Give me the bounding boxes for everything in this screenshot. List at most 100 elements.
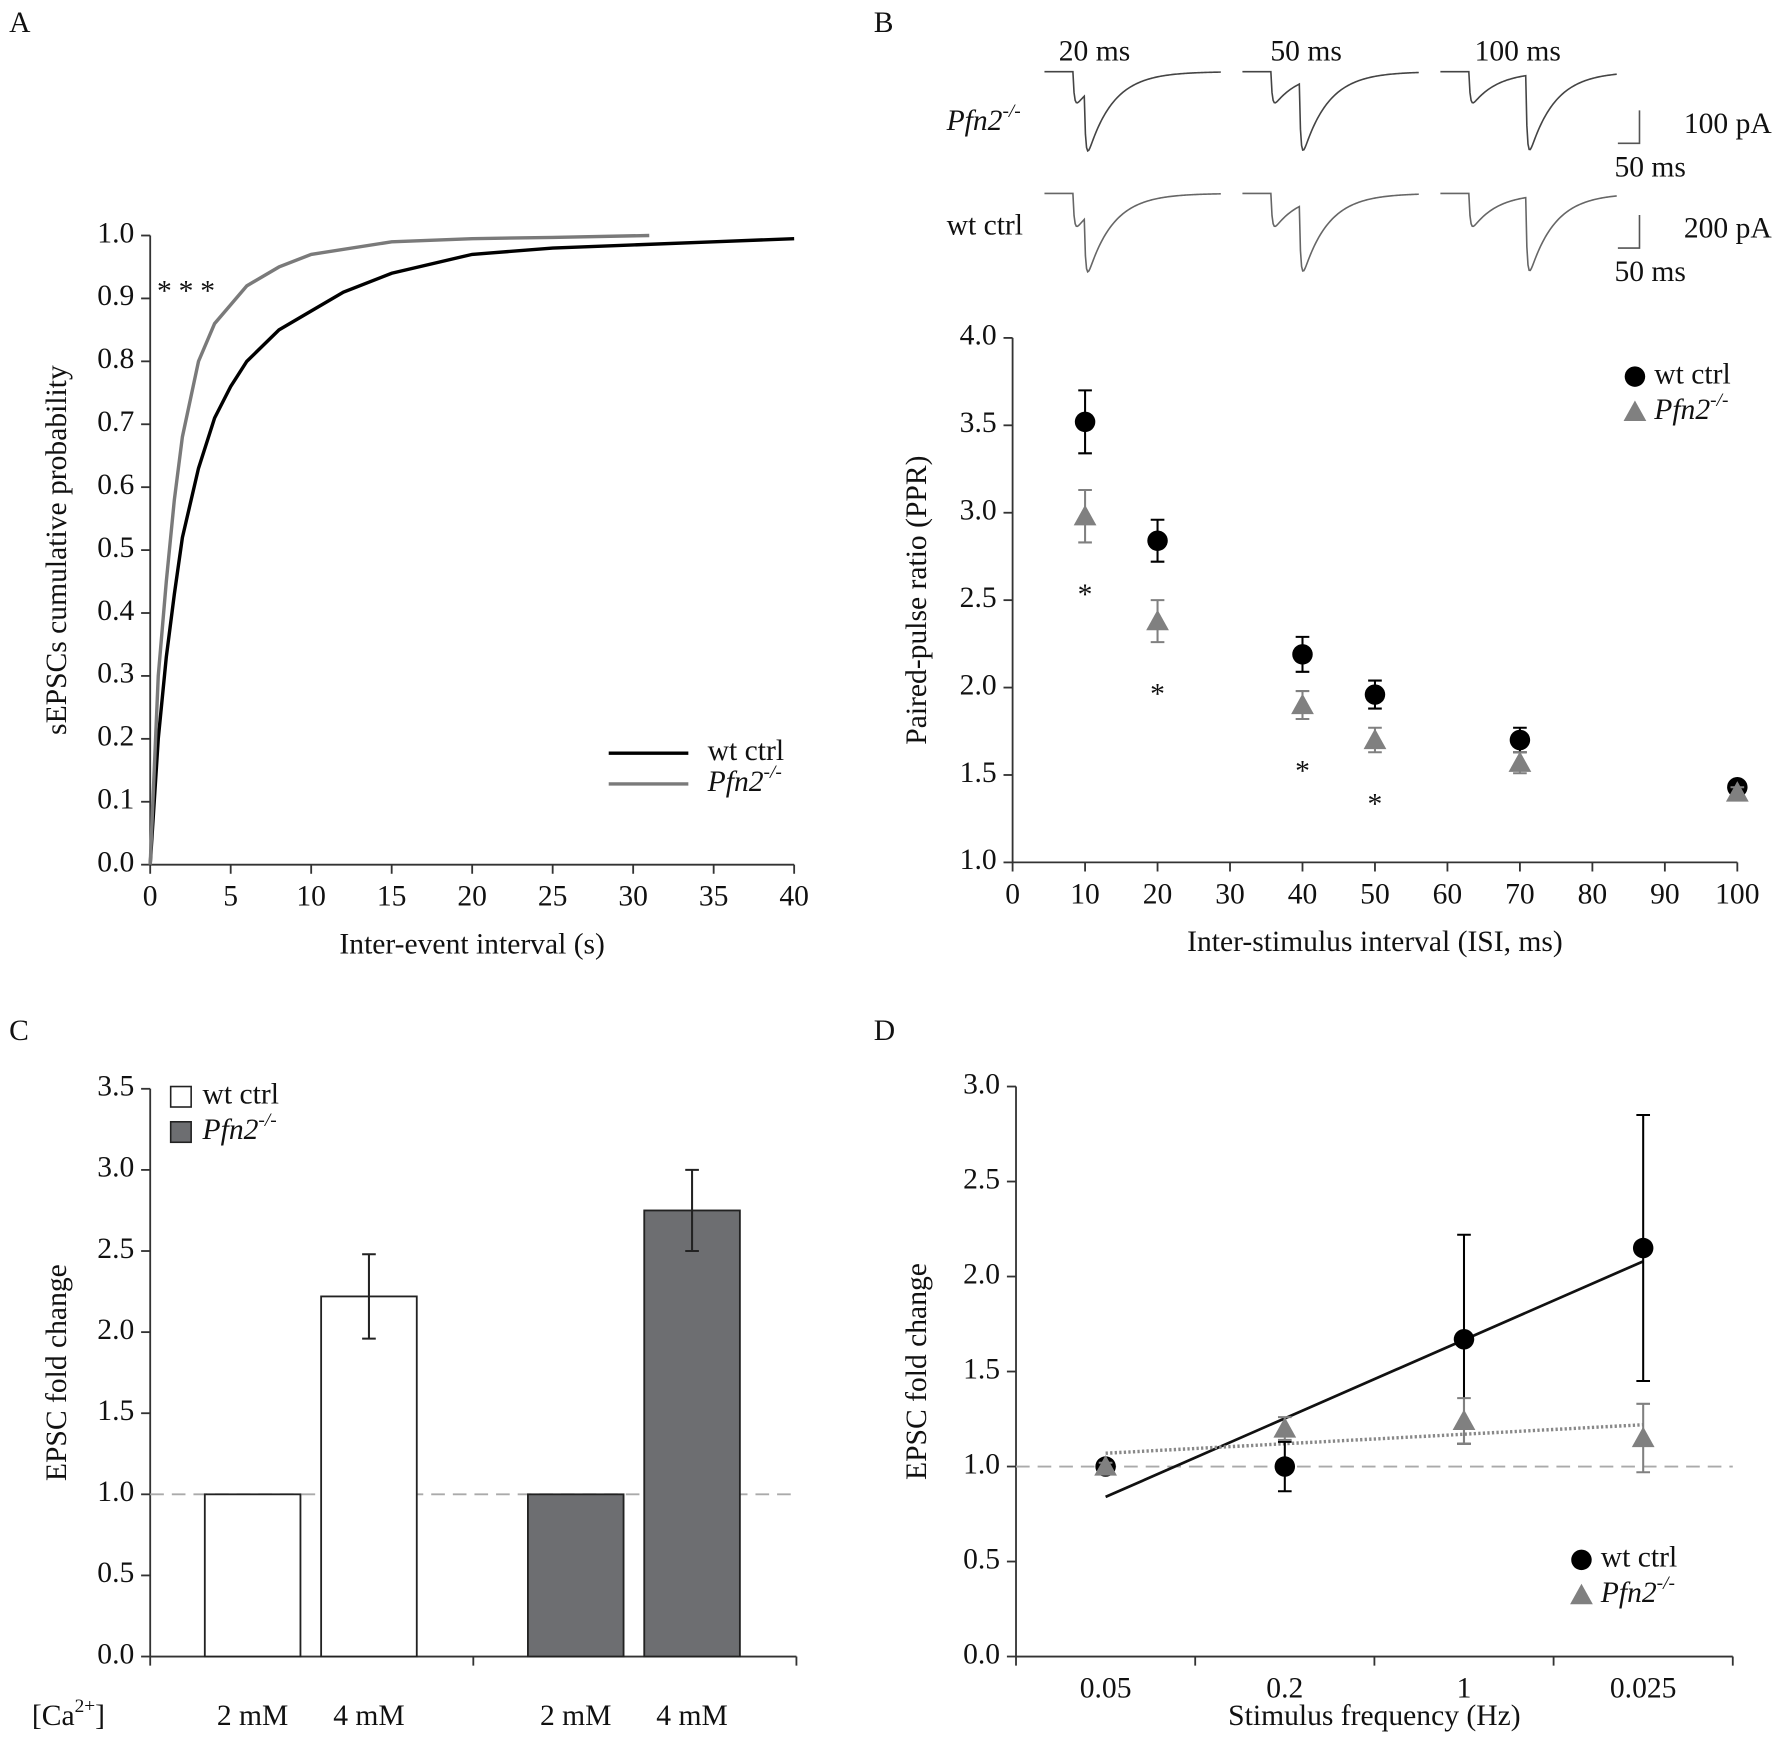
x-axis-label: Inter-stimulus interval (ISI, ms): [1187, 926, 1563, 958]
trace-label: 50 ms: [1270, 35, 1342, 67]
scale-label: 50 ms: [1614, 151, 1686, 183]
y-tick-label: 1.0: [963, 1448, 1000, 1480]
marker: [1364, 684, 1386, 705]
marker: [1623, 400, 1647, 421]
marker: [1508, 751, 1532, 772]
trace: [1044, 192, 1221, 274]
trend-line: [1105, 1423, 1644, 1455]
y-tick-label: 1.0: [960, 844, 997, 876]
panel: A 0.0 0.1 0.2 0.3 0.4 0.5 0.6 0.7 0.8 0.9 1.0 0 5 10 15…: [9, 7, 809, 961]
y-tick-label: 0.0: [97, 846, 134, 878]
legend-swatch: [169, 1085, 192, 1108]
scale-label: 200 pA: [1684, 213, 1773, 245]
legend-label: Pfn2-/-: [1600, 1573, 1675, 1609]
panel-label: A: [9, 7, 31, 39]
trend-line: [1105, 1260, 1644, 1499]
panel-label: D: [874, 1015, 895, 1047]
marker: [1146, 609, 1169, 631]
marker: [1631, 1426, 1655, 1448]
y-tick-label: 3.5: [960, 407, 997, 439]
x-tick-label: 4 mM: [333, 1700, 405, 1732]
trace-label: 100 ms: [1475, 35, 1561, 67]
panel-label: B: [874, 7, 894, 39]
legend-label: wt ctrl: [1654, 358, 1730, 390]
scale-bar: [1617, 110, 1641, 145]
x-tick-label: 25: [538, 881, 568, 913]
y-tick-label: 2.0: [963, 1258, 1000, 1290]
error-bar: [685, 1168, 699, 1253]
marker: [1363, 728, 1387, 750]
trace: [1440, 70, 1617, 151]
y-tick-label: 1.5: [960, 757, 997, 789]
annotation: *: [1295, 755, 1310, 787]
trace: [1242, 192, 1419, 272]
legend-label: wt ctrl: [1601, 1542, 1677, 1574]
x-axis-label: [Ca2+]: [32, 1696, 105, 1732]
panel: C 0.0 0.5 1.0 1.5 2.0 2.5 3.0 3.5 EPSC fold chang…: [9, 1015, 798, 1732]
x-tick-label: 30: [618, 881, 648, 913]
x-tick-label: 2 mM: [540, 1700, 612, 1732]
legend-label: wt ctrl: [203, 1079, 279, 1111]
trace: [1044, 70, 1221, 153]
x-tick-label: 0.2: [1266, 1672, 1303, 1704]
x-tick-label: 20: [457, 881, 487, 913]
x-tick-label: 10: [1070, 878, 1100, 910]
y-tick-label: 0.5: [97, 532, 134, 564]
legend-label: wt ctrl: [708, 735, 784, 767]
y-tick-label: 2.0: [97, 1314, 134, 1346]
marker: [1570, 1583, 1593, 1605]
bar: [527, 1493, 625, 1658]
x-axis-label: Stimulus frequency (Hz): [1228, 1700, 1520, 1732]
y-tick-label: 0.5: [97, 1557, 134, 1589]
error-bar: [362, 1253, 376, 1340]
scale-label: 100 pA: [1684, 108, 1773, 140]
trace-label: 20 ms: [1059, 35, 1131, 67]
y-tick-label: 0.7: [97, 406, 134, 438]
legend-swatch: [169, 1121, 192, 1144]
panel: B 1.0 1.5 2.0 2.5 3.0 3.5 4.0 0 10 20 30 40 50 60 70 80 9…: [874, 7, 1773, 958]
marker: [1453, 1328, 1475, 1350]
x-tick-label: 40: [1288, 878, 1318, 910]
y-tick-label: 0.2: [97, 721, 134, 753]
x-tick-label: 90: [1650, 878, 1680, 910]
x-tick-label: 30: [1215, 878, 1245, 910]
x-tick-label: 10: [296, 881, 326, 913]
x-tick-label: 60: [1433, 878, 1463, 910]
y-tick-label: 0.4: [97, 595, 134, 627]
legend-label: Pfn2-/-: [1653, 390, 1728, 426]
marker: [1274, 1456, 1296, 1477]
x-tick-label: 0: [1005, 878, 1020, 910]
x-tick-label: 2 mM: [217, 1700, 288, 1732]
marker: [1509, 729, 1531, 751]
annotation: *: [1078, 579, 1093, 611]
x-tick-label: 40: [779, 881, 809, 913]
x-tick-label: 50: [1360, 878, 1390, 910]
x-tick-label: 35: [699, 881, 729, 913]
marker: [1632, 1237, 1654, 1259]
y-tick-label: 2.5: [960, 582, 997, 614]
x-tick-label: 15: [377, 881, 407, 913]
marker: [1074, 411, 1096, 433]
marker: [1073, 504, 1097, 526]
trace-row-label: wt ctrl: [947, 209, 1023, 241]
x-tick-label: 20: [1143, 878, 1173, 910]
x-axis-label: Inter-event interval (s): [339, 928, 604, 960]
x-tick-label: 4 mM: [656, 1700, 728, 1732]
marker: [1273, 1417, 1297, 1438]
scale-bar: [1617, 215, 1641, 249]
y-tick-label: 3.0: [960, 495, 997, 527]
y-tick-label: 3.0: [963, 1068, 1000, 1100]
panel-label: C: [9, 1015, 29, 1047]
bar: [320, 1295, 418, 1658]
y-tick-label: 2.0: [960, 669, 997, 701]
y-tick-label: 1.0: [97, 217, 134, 249]
x-tick-label: 0.025: [1610, 1672, 1677, 1704]
y-tick-label: 0.0: [97, 1638, 134, 1670]
marker: [1452, 1409, 1476, 1431]
marker: [1571, 1549, 1592, 1571]
legend-label: Pfn2-/-: [202, 1110, 277, 1146]
y-tick-label: 1.5: [97, 1395, 134, 1427]
y-tick-label: 2.5: [97, 1233, 134, 1265]
